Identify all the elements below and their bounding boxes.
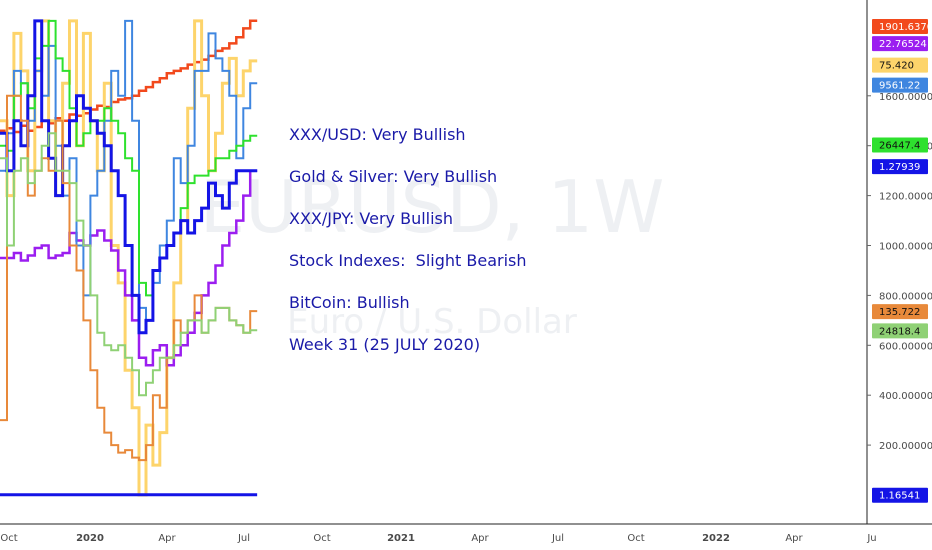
price-badge: 75.420 [872, 57, 928, 73]
price-badge: 135.722 [872, 304, 928, 320]
time-tick-label: Jul [237, 533, 250, 544]
series-line-6 [0, 94, 258, 462]
watermark-description: Euro / U.S. Dollar [287, 302, 577, 342]
note-week: Week 31 (25 JULY 2020) [289, 335, 481, 354]
note-gold-silver: Gold & Silver: Very Bullish [289, 167, 498, 186]
series-line-0 [0, 19, 258, 134]
watermark-symbol: EURUSD, 1W [200, 165, 665, 249]
price-badge-bg [872, 36, 928, 52]
series-line-7 [0, 132, 258, 397]
price-badges: 1901.63700 22.76524 75.420 9561.22 26447.4 1.… [872, 19, 932, 503]
price-badge-bg [872, 137, 928, 153]
price-badge: 1.16541 [872, 487, 928, 503]
price-badge-bg [872, 77, 928, 93]
price-badge: 1901.63700 [872, 19, 932, 34]
time-tick-label: Jul [551, 533, 564, 544]
time-tick-label: Oct [313, 533, 330, 544]
series-line-1 [0, 19, 258, 497]
price-badge-bg [872, 19, 928, 34]
price-badge-label: 24818.4 [879, 326, 920, 337]
time-tick-label: Apr [471, 533, 489, 544]
series-line-4 [0, 19, 258, 297]
symbol-watermark: EURUSD, 1W Euro / U.S. Dollar [200, 165, 665, 342]
price-tick-label: 200.00000 [879, 441, 932, 452]
price-badge-label: 75.420 [879, 61, 914, 72]
price-badge: 9561.22 [872, 77, 928, 93]
time-tick-label: Oct [0, 533, 17, 544]
price-tick-label: 1000.00000 [879, 242, 932, 253]
time-tick-label: Oct [627, 533, 644, 544]
price-badge-label: 26447.4 [879, 140, 920, 151]
time-tick-label: 2022 [702, 533, 730, 544]
price-badge-label: 1.27939 [879, 162, 920, 173]
price-badge-label: 22.76524 [879, 39, 927, 50]
time-tick-label: Apr [785, 533, 803, 544]
price-tick-label: 600.00000 [879, 341, 932, 352]
time-tick-label: Ju [866, 533, 876, 544]
note-xxx-usd: XXX/USD: Very Bullish [289, 125, 466, 144]
analysis-notes: XXX/USD: Very Bullish Gold & Silver: Ver… [289, 120, 527, 372]
time-tick-label: 2021 [387, 533, 415, 544]
price-badge-bg [872, 487, 928, 503]
price-tick-label: 1600.00000 [879, 92, 932, 103]
price-tick-label: 800.00000 [879, 291, 932, 302]
price-series [0, 19, 258, 497]
price-badge-label: 1901.63700 [879, 22, 932, 33]
price-badge-bg [872, 57, 928, 73]
price-badge-label: 9561.22 [879, 81, 920, 92]
price-badge-bg [872, 323, 928, 339]
price-badge-bg [872, 304, 928, 320]
time-axis[interactable]: Oct 2020 Apr Jul Oct 2021 Apr Jul Oct 2022 Apr Ju [0, 533, 876, 544]
price-badge-bg [872, 159, 928, 175]
time-tick-label: 2020 [76, 533, 104, 544]
price-tick-label: 400.00000 [879, 391, 932, 402]
price-tick-label: 2000.00000 [879, 0, 932, 3]
series-line-5 [0, 19, 258, 335]
time-tick-label: Apr [158, 533, 176, 544]
note-stock-indexes: Stock Indexes: Slight Bearish [289, 251, 527, 270]
price-badge: 22.76524 [872, 36, 928, 52]
price-badge: 26447.4 [872, 137, 928, 153]
price-badge: 1.27939 [872, 159, 928, 175]
price-badge-label: 135.722 [879, 307, 920, 318]
price-badge: 24818.4 [872, 323, 928, 339]
note-xxx-jpy: XXX/JPY: Very Bullish [289, 209, 454, 228]
note-bitcoin: BitCoin: Bullish [289, 293, 410, 312]
price-tick-label: 1200.00000 [879, 192, 932, 203]
price-badge-label: 1.16541 [879, 491, 920, 502]
